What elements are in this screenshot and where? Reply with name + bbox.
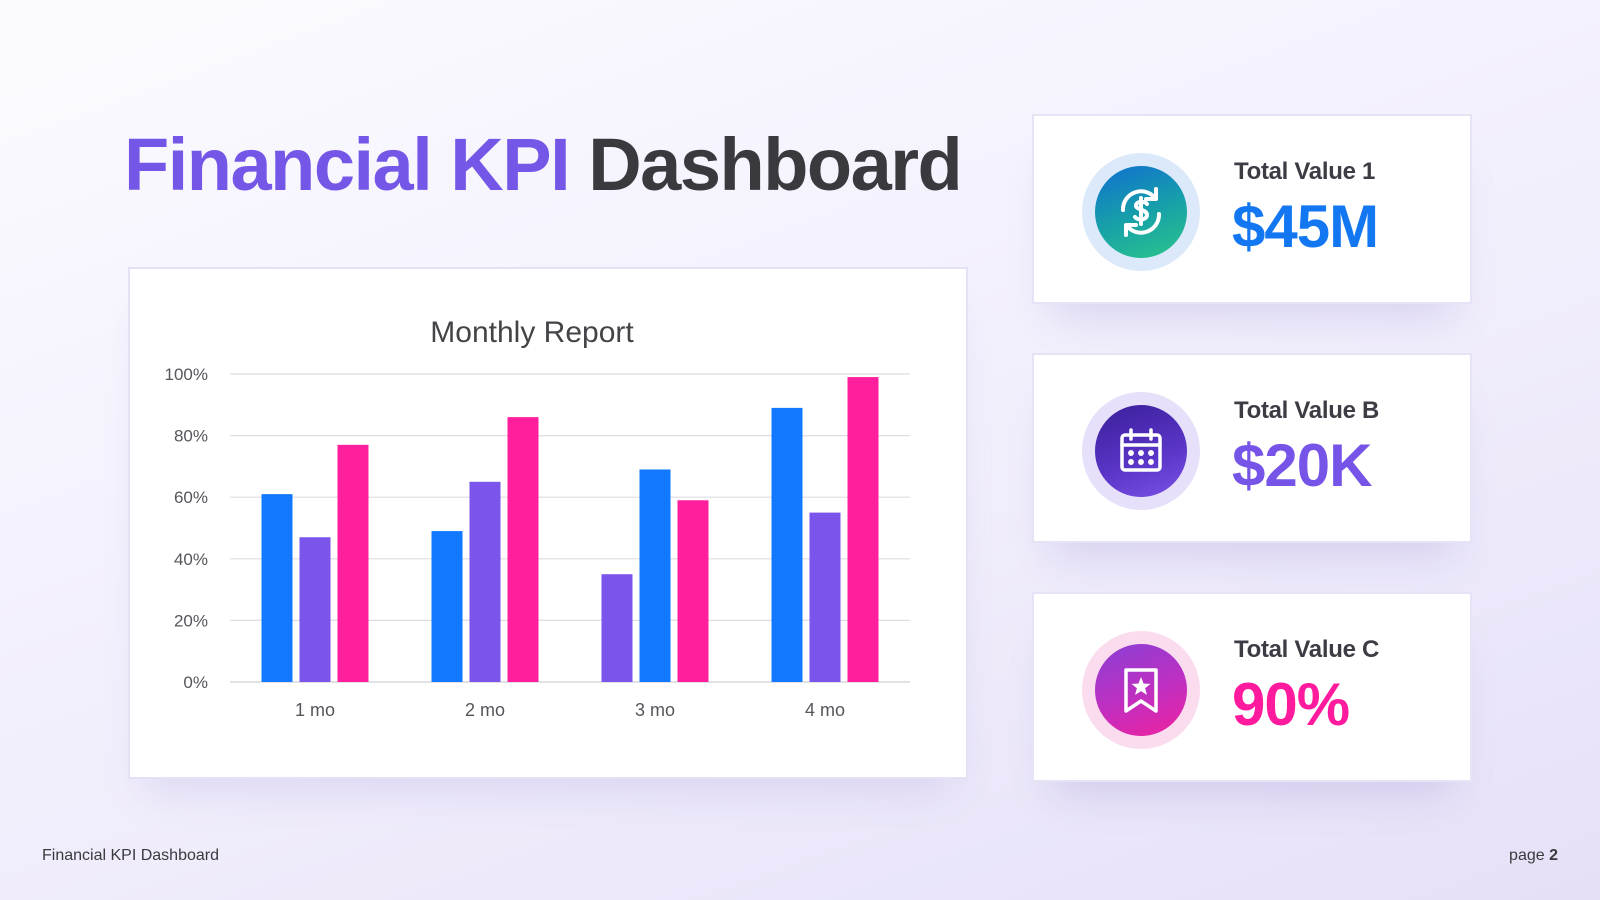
x-tick-label: 2 mo bbox=[465, 700, 505, 720]
chart-title: Monthly Report bbox=[430, 316, 634, 349]
kpi-value: $45M bbox=[1232, 193, 1379, 260]
bar bbox=[639, 469, 671, 682]
bar-chart: Monthly Report 0% 20% 40% 60% 80% 100% 1 mo 2 … bbox=[165, 316, 910, 720]
dollar-exchange-icon bbox=[1095, 166, 1187, 258]
kpi-icon-ring bbox=[1082, 153, 1200, 271]
bar bbox=[771, 407, 803, 682]
y-tick-label: 80% bbox=[174, 427, 208, 446]
y-tick-label: 20% bbox=[174, 611, 208, 630]
bar bbox=[469, 481, 501, 682]
kpi-icon-ring bbox=[1082, 392, 1200, 510]
x-tick-label: 1 mo bbox=[295, 700, 335, 720]
page-number-value: 2 bbox=[1549, 847, 1558, 864]
page-number: page 2 bbox=[1509, 847, 1558, 865]
footer-title: Financial KPI Dashboard bbox=[42, 847, 219, 864]
kpi-value: $20K bbox=[1232, 432, 1372, 499]
kpi-card-total-value-b: Total Value B $20K bbox=[1032, 353, 1472, 543]
bar bbox=[601, 574, 633, 682]
bar bbox=[677, 500, 709, 682]
chart-card: Monthly Report 0% 20% 40% 60% 80% 100% 1 mo 2 … bbox=[128, 267, 968, 779]
y-tick-label: 100% bbox=[165, 365, 208, 384]
bar bbox=[337, 444, 369, 682]
page-title: Financial KPI Dashboard bbox=[124, 122, 963, 207]
bar bbox=[809, 512, 841, 682]
y-tick-label: 0% bbox=[183, 673, 208, 692]
bar bbox=[847, 377, 879, 682]
kpi-label: Total Value B bbox=[1234, 397, 1380, 424]
star-bookmark-icon bbox=[1095, 644, 1187, 736]
bar bbox=[299, 537, 331, 682]
bar bbox=[507, 417, 539, 682]
kpi-label: Total Value 1 bbox=[1234, 158, 1376, 185]
kpi-card-total-value-c: Total Value C 90% bbox=[1032, 592, 1472, 782]
kpi-value: 90% bbox=[1232, 671, 1350, 738]
kpi-icon-ring bbox=[1082, 631, 1200, 749]
y-tick-label: 40% bbox=[174, 550, 208, 569]
y-tick-label: 60% bbox=[174, 488, 208, 507]
kpi-label: Total Value C bbox=[1234, 636, 1380, 663]
bar bbox=[261, 494, 293, 682]
title-rest: Dashboard bbox=[588, 123, 963, 206]
page-word: page bbox=[1509, 847, 1545, 864]
title-accent: Financial KPI bbox=[124, 123, 571, 206]
x-tick-label: 4 mo bbox=[805, 700, 845, 720]
calendar-icon bbox=[1095, 405, 1187, 497]
kpi-card-total-value-1: Total Value 1 $45M bbox=[1032, 114, 1472, 304]
bar bbox=[431, 531, 463, 682]
x-tick-label: 3 mo bbox=[635, 700, 675, 720]
